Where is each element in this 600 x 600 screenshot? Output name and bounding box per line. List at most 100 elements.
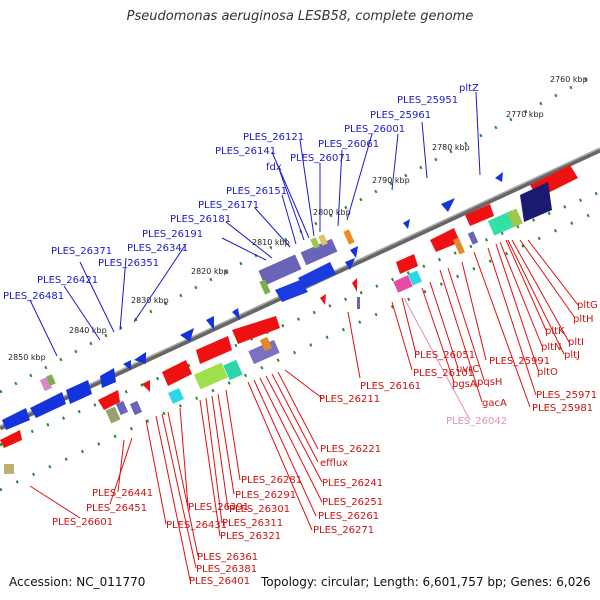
gene-label: pltO bbox=[537, 367, 558, 378]
gene-arrow bbox=[320, 294, 326, 305]
gene-arrow bbox=[430, 228, 460, 252]
gene-arrow bbox=[345, 258, 355, 270]
gene-arrow bbox=[123, 360, 131, 370]
upper-gene-labels: pltZ PLES_25951 PLES_25961 PLES_26001 PL… bbox=[3, 83, 479, 302]
gene-arrow bbox=[396, 254, 418, 274]
gene-box bbox=[393, 275, 413, 293]
gene-label: PLES_25951 bbox=[397, 95, 458, 106]
gene-arrow bbox=[403, 219, 410, 229]
gene-label: PLES_26141 bbox=[215, 146, 276, 157]
gene-box bbox=[507, 208, 523, 228]
gene-label: PLES_26291 bbox=[235, 490, 296, 501]
gene-arrow bbox=[350, 246, 358, 258]
gene-box bbox=[453, 237, 465, 255]
gene-arrow bbox=[495, 172, 503, 182]
tick-label: 2770 kbp bbox=[506, 110, 544, 119]
gene-label: PLES_25961 bbox=[370, 110, 431, 121]
upper-callout-lines bbox=[29, 91, 481, 357]
tick-label: 2830 kbp bbox=[131, 296, 169, 305]
gene-label: PLES_26271 bbox=[313, 525, 374, 536]
gene-box bbox=[259, 336, 273, 352]
gene-label: uvrC bbox=[456, 364, 479, 375]
gene-arrow bbox=[30, 392, 66, 418]
gene-label: PLES_26251 bbox=[322, 497, 383, 508]
gene-box bbox=[258, 254, 302, 286]
gene-label: PLES_26441 bbox=[92, 488, 153, 499]
gene-label: PLES_26371 bbox=[51, 246, 112, 257]
tick-label: 2850 kbp bbox=[8, 353, 46, 362]
gene-label: PLES_26151 bbox=[226, 186, 287, 197]
lower-left-callout-lines bbox=[29, 369, 323, 581]
gene-box bbox=[407, 270, 423, 286]
gene-label: pltJ bbox=[564, 350, 580, 361]
gene-label: PLES_26391 bbox=[188, 502, 249, 513]
gene-label: PLES_26121 bbox=[243, 132, 304, 143]
lower-right-callout-lines bbox=[347, 239, 579, 408]
gene-box bbox=[115, 400, 129, 416]
gene-label: pltZ bbox=[459, 83, 479, 94]
gene-label: efflux bbox=[320, 458, 348, 469]
gene-label: PLES_26421 bbox=[37, 275, 98, 286]
gene-arrow bbox=[134, 352, 146, 364]
tick-label: 2840 kbp bbox=[69, 326, 107, 335]
gene-label: PLES_26211 bbox=[319, 394, 380, 405]
gene-label: PLES_26431 bbox=[166, 520, 227, 531]
gene-label: PLES_26181 bbox=[170, 214, 231, 225]
gene-label: gacA bbox=[482, 398, 507, 409]
gene-arrow bbox=[100, 368, 116, 388]
gene-label: PLES_26171 bbox=[198, 200, 259, 211]
gene-label: pgsA bbox=[452, 379, 477, 390]
lower-left-gene-labels: PLES_26161 PLES_26211 PLES_26221 efflux … bbox=[52, 381, 421, 587]
gene-arrow bbox=[232, 316, 280, 344]
gene-box bbox=[46, 374, 56, 386]
gene-label: PLES_26301 bbox=[229, 504, 290, 515]
gene-arrow bbox=[465, 204, 494, 226]
lower-right-gene-labels: pltG pltH pltK pltI pltN pltJ pltO PLES_… bbox=[413, 300, 598, 427]
gene-label: PLES_26061 bbox=[318, 139, 379, 150]
gene-arrow bbox=[98, 390, 120, 410]
gene-box bbox=[259, 279, 271, 295]
gene-label: PLES_26221 bbox=[320, 444, 381, 455]
gene-label: PLES_26191 bbox=[142, 229, 203, 240]
gene-label: PLES_26261 bbox=[318, 511, 379, 522]
tick-labels: 2760 kbp 2770 kbp 2780 kbp 2790 kbp 2800… bbox=[8, 75, 588, 362]
gene-label: PLES_26321 bbox=[220, 531, 281, 542]
gene-arrow bbox=[180, 328, 194, 342]
gene-label: PLES_26361 bbox=[197, 552, 258, 563]
gene-label: PLES_26101 bbox=[413, 368, 474, 379]
gene-label: PLES_26161 bbox=[360, 381, 421, 392]
gene-label: pqsH bbox=[477, 377, 502, 388]
gene-arrow bbox=[142, 380, 150, 392]
tick-label: 2760 kbp bbox=[550, 75, 588, 84]
gene-arrow bbox=[441, 198, 455, 212]
gene-label: PLES_26601 bbox=[52, 517, 113, 528]
gene-arrow bbox=[275, 280, 308, 302]
gene-label: PLES_26481 bbox=[3, 291, 64, 302]
gene-arrow bbox=[232, 308, 240, 320]
gene-label: PLES_26341 bbox=[127, 243, 188, 254]
gene-label: PLES_26451 bbox=[86, 503, 147, 514]
gene-arrow bbox=[352, 278, 357, 292]
gene-label: PLES_26381 bbox=[196, 564, 257, 575]
accession-text: Accession: NC_011770 bbox=[9, 575, 146, 589]
gene-arrow bbox=[162, 360, 192, 386]
tick-label: 2800 kbp bbox=[313, 208, 351, 217]
tick-label: 2810 kbp bbox=[252, 238, 290, 247]
gene-label: PLES_26042 bbox=[446, 416, 507, 427]
topology-info-text: Topology: circular; Length: 6,601,757 bp… bbox=[261, 575, 591, 589]
gene-box bbox=[318, 234, 328, 246]
gene-box bbox=[300, 238, 338, 266]
gene-box bbox=[105, 406, 121, 424]
gene-label: PLES_26071 bbox=[290, 153, 351, 164]
gene-label: pltI bbox=[568, 337, 584, 348]
gene-box bbox=[194, 362, 228, 390]
gene-arrow bbox=[206, 316, 214, 330]
gene-arrow bbox=[298, 262, 336, 288]
lower-gene-track bbox=[0, 165, 578, 474]
gene-label: PLES_26051 bbox=[414, 350, 475, 361]
tick-label: 2790 kbp bbox=[372, 176, 410, 185]
gene-label: pltH bbox=[573, 314, 594, 325]
gene-box bbox=[357, 297, 360, 309]
map-title: Pseudomonas aeruginosa LESB58, complete … bbox=[126, 9, 474, 24]
